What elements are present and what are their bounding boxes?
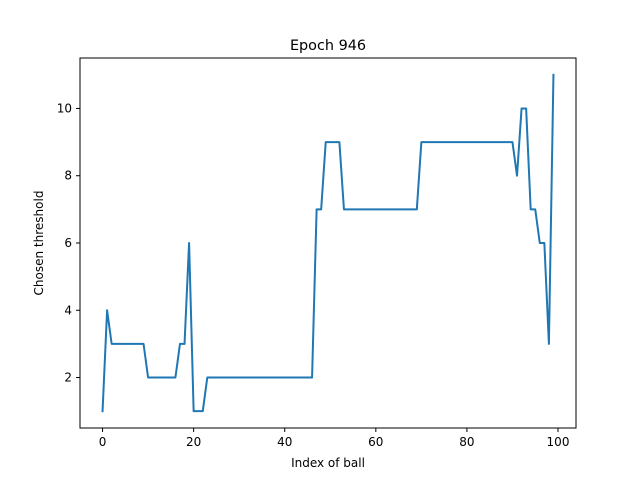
y-axis-label: Chosen threshold [32,191,46,296]
y-tick-label: 4 [64,303,72,317]
y-axis: 2 4 6 8 10 [57,101,80,385]
series-layer [101,73,555,413]
series-line-0 [101,73,555,413]
x-tick-label: 100 [547,435,570,449]
x-tick-label: 80 [459,435,474,449]
x-tick-label: 60 [368,435,383,449]
y-tick-label: 10 [57,101,72,115]
x-tick-label: 20 [186,435,201,449]
y-tick-label: 2 [64,371,72,385]
x-axis: 0 20 40 60 80 100 [99,428,570,449]
chart-title: Epoch 946 [290,38,366,54]
x-tick-label: 0 [99,435,107,449]
x-tick-label: 40 [277,435,292,449]
y-tick-label: 6 [64,236,72,250]
x-axis-label: Index of ball [291,456,365,470]
y-tick-label: 8 [64,169,72,183]
